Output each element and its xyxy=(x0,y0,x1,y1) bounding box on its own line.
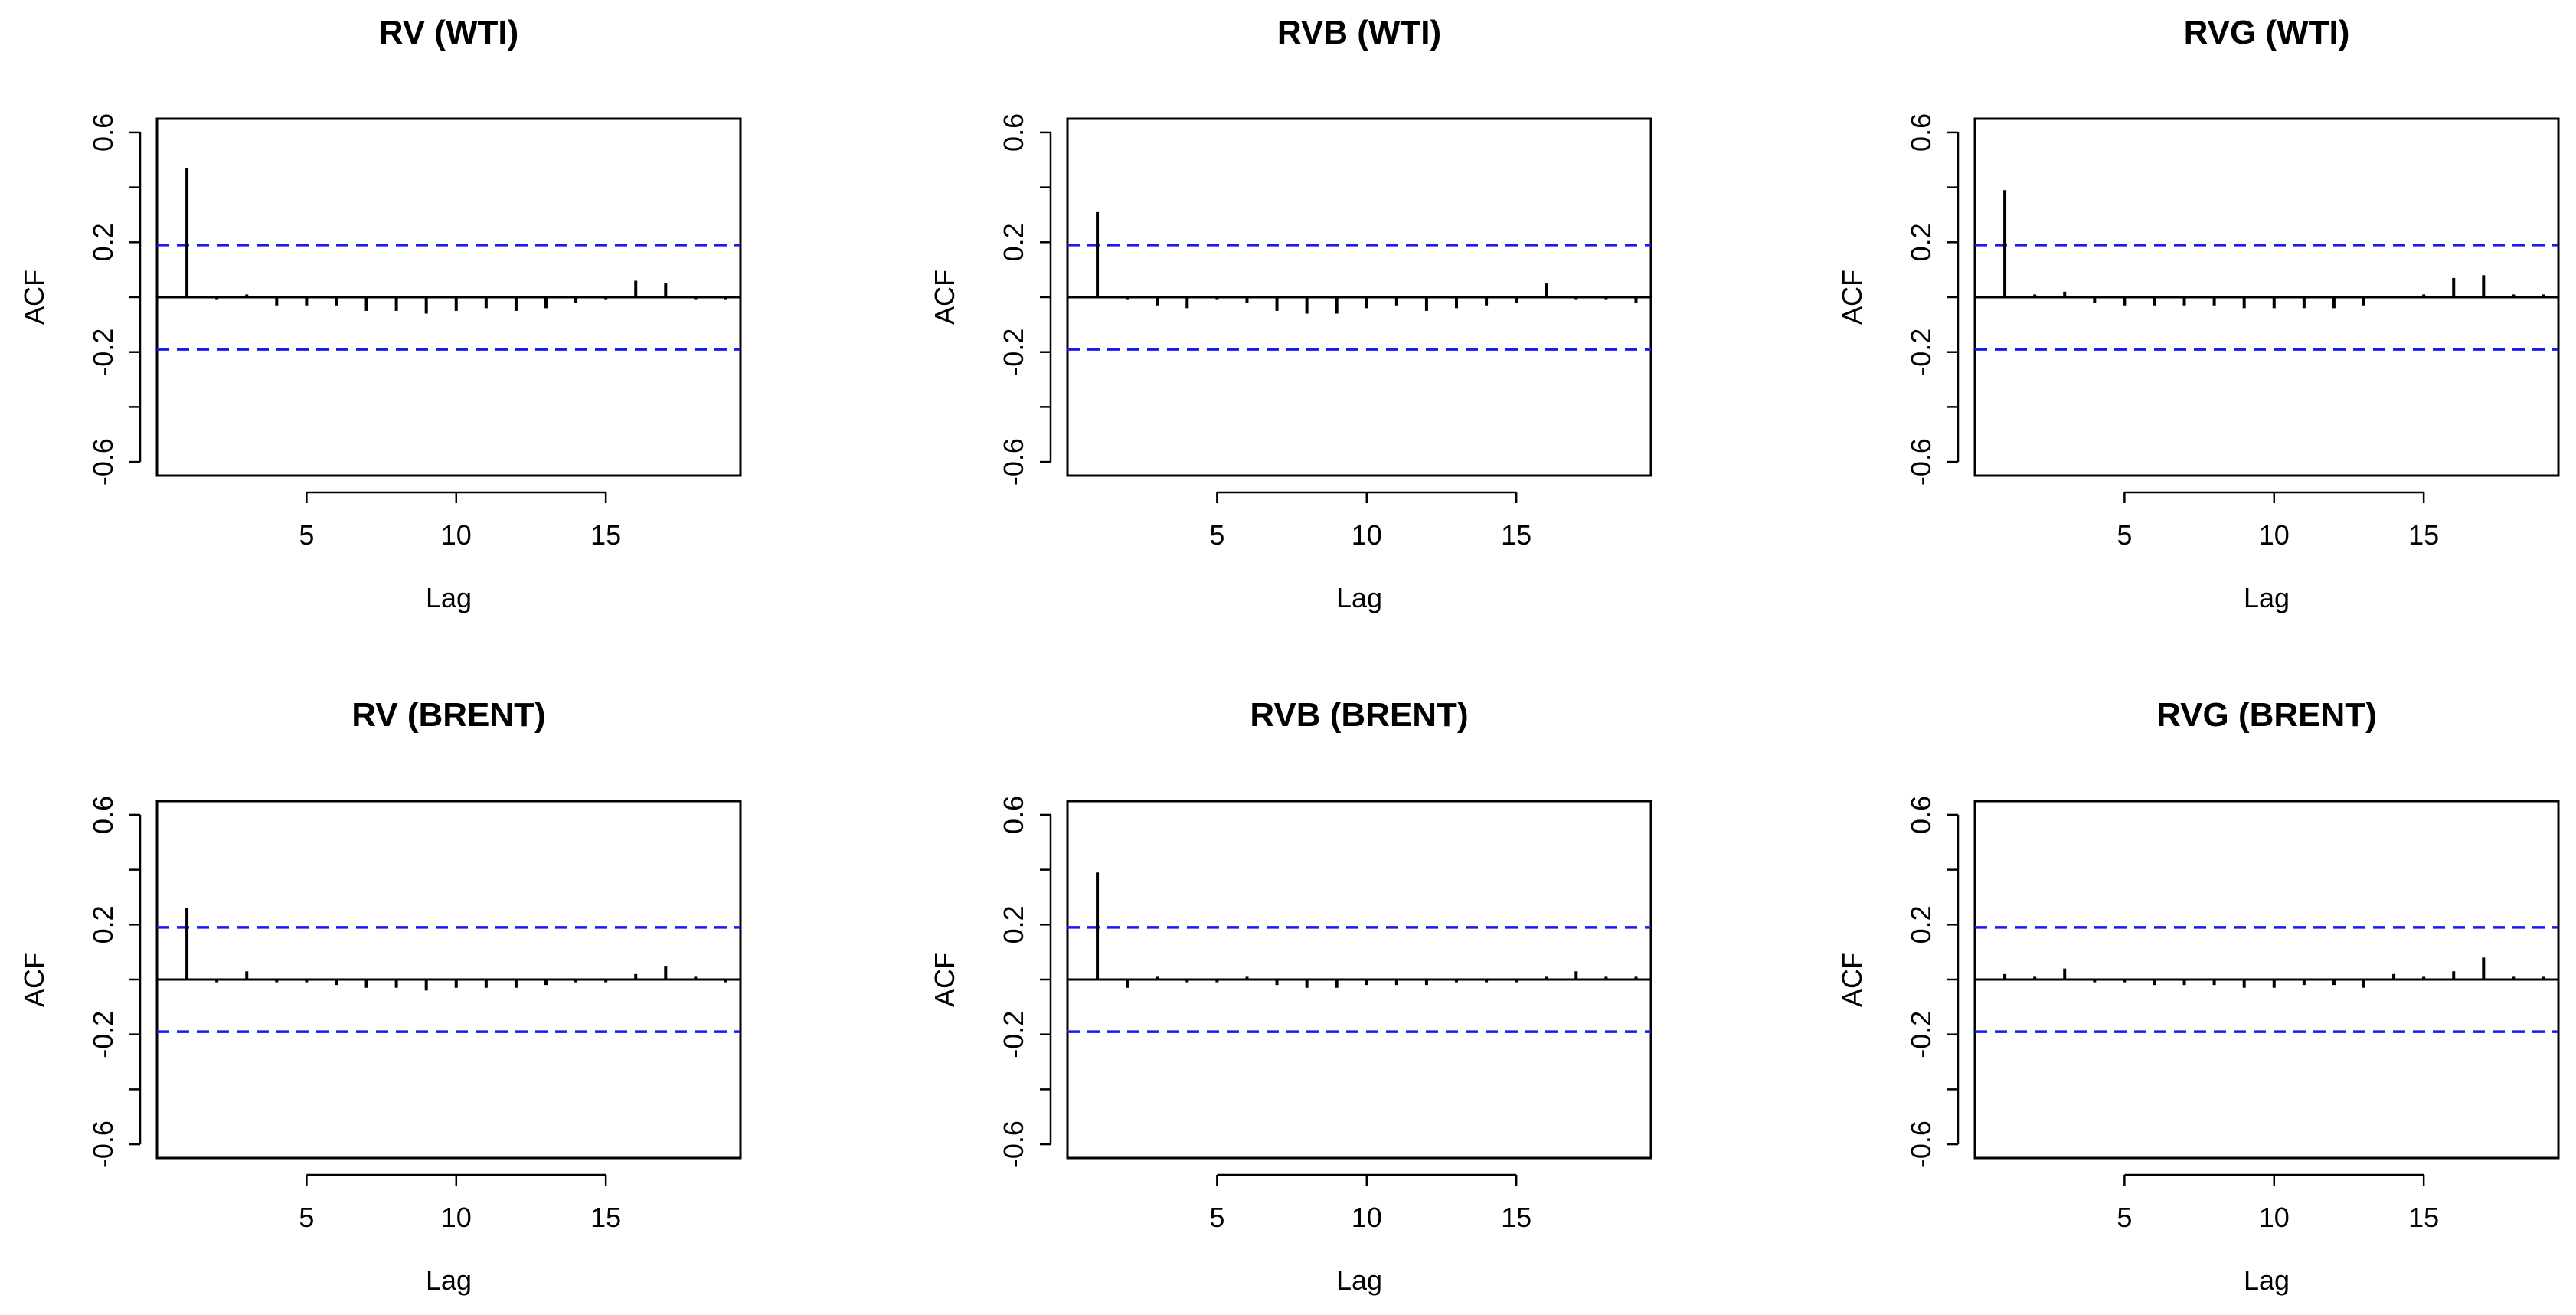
panel-1-y-tick-label: 0.6 xyxy=(87,113,119,152)
panel-4-x-tick-label: 15 xyxy=(590,1202,621,1233)
panel-1-x-tick-label: 10 xyxy=(441,519,472,551)
panel-6-y-tick-label: -0.6 xyxy=(1905,1120,1937,1168)
panel-5-x-tick-label: 15 xyxy=(1501,1202,1532,1233)
panel-3-y-tick-label: -0.6 xyxy=(1905,438,1937,486)
panel-1-x-tick-label: 15 xyxy=(590,519,621,551)
panel-2-x-tick-label: 5 xyxy=(1209,519,1224,551)
panel-3-title: RVG (WTI) xyxy=(2184,14,2350,51)
panel-6-y-tick-label: 0.6 xyxy=(1905,796,1937,834)
panel-4-x-axis-label: Lag xyxy=(426,1264,472,1296)
panel-2-x-axis-label: Lag xyxy=(1336,582,1382,613)
panel-4-y-axis-label: ACF xyxy=(18,952,50,1007)
panel-4-title: RV (BRENT) xyxy=(351,696,545,734)
panel-1-y-tick-label: -0.2 xyxy=(87,329,119,376)
panel-4-x-tick-label: 10 xyxy=(441,1202,472,1233)
panel-2-y-tick-label: 0.2 xyxy=(998,223,1029,261)
panel-1-x-axis-label: Lag xyxy=(426,582,472,613)
panel-6-y-tick-label: 0.2 xyxy=(1905,905,1937,944)
panel-4-x-tick-label: 5 xyxy=(299,1202,314,1233)
panel-3-y-axis-label: ACF xyxy=(1836,270,1868,325)
panel-5-x-tick-label: 5 xyxy=(1209,1202,1224,1233)
panel-1-y-axis-label: ACF xyxy=(18,270,50,325)
panel-5-y-axis-label: ACF xyxy=(929,952,960,1007)
panel-1: RV (WTI) Lag ACF -0.6 -0.2 0.2 0.6 5 10 15 xyxy=(18,14,742,613)
panel-5: RVB (BRENT) Lag ACF -0.6 -0.2 0.2 0.6 5 10 15 xyxy=(929,696,1652,1296)
panel-2-y-tick-label: -0.6 xyxy=(998,438,1029,486)
panel-4-y-tick-label: 0.2 xyxy=(87,905,119,944)
panel-1-y-tick-label: -0.6 xyxy=(87,438,119,486)
panel-2-x-tick-label: 15 xyxy=(1501,519,1532,551)
panel-5-y-tick-label: -0.2 xyxy=(998,1011,1029,1058)
panel-3-x-axis-label: Lag xyxy=(2244,582,2290,613)
panel-5-y-tick-label: 0.2 xyxy=(998,905,1029,944)
panel-5-x-tick-label: 10 xyxy=(1352,1202,1382,1233)
panel-6-x-tick-label: 15 xyxy=(2408,1202,2439,1233)
panel-6-x-tick-label: 5 xyxy=(2117,1202,2132,1233)
panel-6: RVG (BRENT) Lag ACF -0.6 -0.2 0.2 0.6 5 10 15 xyxy=(1836,696,2560,1296)
panel-2-title: RVB (WTI) xyxy=(1277,14,1441,51)
panel-5-y-tick-label: -0.6 xyxy=(998,1120,1029,1168)
panel-2-y-tick-label: -0.2 xyxy=(998,329,1029,376)
panel-6-y-tick-label: -0.2 xyxy=(1905,1011,1937,1058)
panel-1-title: RV (WTI) xyxy=(379,14,519,51)
panel-2-x-tick-label: 10 xyxy=(1352,519,1382,551)
panel-3-y-tick-label: 0.6 xyxy=(1905,113,1937,152)
panel-3-y-tick-label: -0.2 xyxy=(1905,329,1937,376)
panel-4-y-tick-label: 0.6 xyxy=(87,796,119,834)
panel-4-y-tick-label: -0.2 xyxy=(87,1011,119,1058)
panel-3-x-tick-label: 15 xyxy=(2408,519,2439,551)
panel-4-y-tick-label: -0.6 xyxy=(87,1120,119,1168)
panel-1-y-tick-label: 0.2 xyxy=(87,223,119,261)
panel-2-y-axis-label: ACF xyxy=(929,270,960,325)
panel-4: RV (BRENT) Lag ACF -0.6 -0.2 0.2 0.6 5 10 15 xyxy=(18,696,742,1296)
panel-5-y-tick-label: 0.6 xyxy=(998,796,1029,834)
panel-3-x-tick-label: 10 xyxy=(2259,519,2290,551)
panel-5-x-axis-label: Lag xyxy=(1336,1264,1382,1296)
panel-6-y-axis-label: ACF xyxy=(1836,952,1868,1007)
panel-6-x-axis-label: Lag xyxy=(2244,1264,2290,1296)
panel-3-y-tick-label: 0.2 xyxy=(1905,223,1937,261)
panel-2-y-tick-label: 0.6 xyxy=(998,113,1029,152)
panel-6-title: RVG (BRENT) xyxy=(2156,696,2377,734)
panel-1-x-tick-label: 5 xyxy=(299,519,314,551)
panel-2: RVB (WTI) Lag ACF -0.6 -0.2 0.2 0.6 5 10 15 xyxy=(929,14,1652,613)
panel-3: RVG (WTI) Lag ACF -0.6 -0.2 0.2 0.6 5 10 15 xyxy=(1836,14,2560,613)
panel-5-title: RVB (BRENT) xyxy=(1250,696,1468,734)
panel-6-x-tick-label: 10 xyxy=(2259,1202,2290,1233)
panel-3-x-tick-label: 5 xyxy=(2117,519,2132,551)
